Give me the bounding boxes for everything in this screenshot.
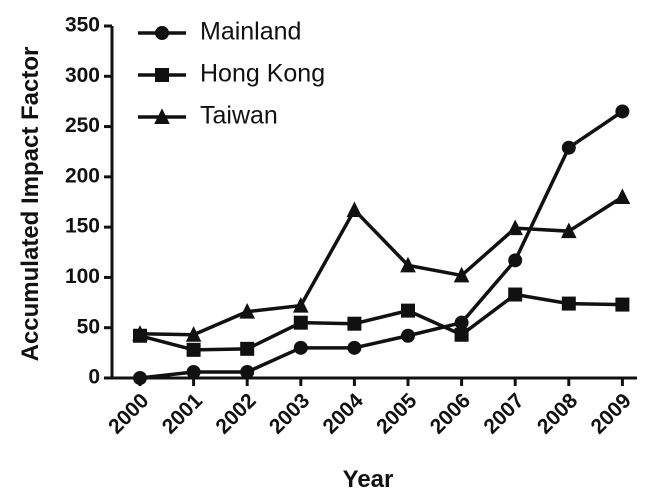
data-point-hong-kong xyxy=(347,316,362,331)
legend-marker-hong-kong xyxy=(155,68,169,82)
series-hong-kong xyxy=(133,287,630,357)
legend-label-mainland: Mainland xyxy=(200,18,301,46)
data-point-mainland xyxy=(347,340,362,355)
data-point-hong-kong xyxy=(186,342,201,357)
x-tick-label: 2009 xyxy=(587,389,636,438)
x-tick-label: 2008 xyxy=(533,389,583,439)
legend: Mainland Hong Kong Taiwan xyxy=(138,18,325,130)
y-tick-label: 100 xyxy=(65,265,100,288)
series-layer xyxy=(132,104,631,385)
x-tick-label: 2006 xyxy=(426,389,475,438)
x-tick-label: 2001 xyxy=(158,389,208,439)
x-tick-label: 2005 xyxy=(372,389,422,439)
y-tick-label: 0 xyxy=(88,366,100,389)
data-point-hong-kong xyxy=(454,327,469,342)
series-line-mainland xyxy=(139,110,624,380)
series-line-taiwan xyxy=(139,195,624,337)
series-mainland xyxy=(133,104,630,385)
data-point-mainland xyxy=(293,340,308,355)
legend-marker-mainland xyxy=(155,26,169,40)
x-tick-label: 2003 xyxy=(265,389,314,438)
y-tick-label: 350 xyxy=(65,14,100,37)
data-point-taiwan xyxy=(614,188,631,204)
y-tick-label: 250 xyxy=(65,114,100,137)
data-point-taiwan xyxy=(453,266,470,283)
legend-item-mainland: Mainland xyxy=(138,18,301,46)
legend-label-hong-kong: Hong Kong xyxy=(200,60,325,88)
data-point-mainland xyxy=(508,253,523,268)
data-point-taiwan xyxy=(185,326,202,342)
x-axis-title: Year xyxy=(343,466,394,493)
x-tick-label: 2007 xyxy=(479,389,528,438)
data-point-mainland xyxy=(133,371,147,385)
data-point-hong-kong xyxy=(615,297,630,312)
data-point-mainland xyxy=(561,140,576,155)
data-point-taiwan xyxy=(400,256,416,273)
data-point-hong-kong xyxy=(508,287,523,302)
x-ticks: 2000 2001 2002 2003 2004 2005 2006 2007 2008 2009 xyxy=(104,378,636,438)
series-taiwan xyxy=(132,188,631,342)
data-point-taiwan xyxy=(239,303,256,319)
data-point-mainland xyxy=(401,328,415,343)
legend-marker-taiwan xyxy=(154,108,170,124)
data-point-taiwan xyxy=(560,222,577,239)
data-point-mainland xyxy=(240,364,255,379)
y-tick-label: 150 xyxy=(65,215,100,238)
data-point-mainland xyxy=(186,364,201,379)
data-point-mainland xyxy=(454,315,469,330)
y-ticks: 0 50 100 150 200 250 300 350 xyxy=(65,14,112,389)
legend-item-taiwan: Taiwan xyxy=(138,102,278,130)
x-tick-label: 2004 xyxy=(319,389,369,439)
data-point-taiwan xyxy=(292,296,309,313)
legend-label-taiwan: Taiwan xyxy=(200,102,278,130)
y-tick-label: 50 xyxy=(77,315,100,338)
legend-item-hong-kong: Hong Kong xyxy=(138,60,325,88)
data-point-taiwan xyxy=(507,219,524,236)
data-point-hong-kong xyxy=(293,315,308,330)
y-tick-label: 300 xyxy=(65,64,100,87)
data-point-taiwan xyxy=(132,325,148,341)
data-point-mainland xyxy=(615,104,630,119)
x-axis: 2000 2001 2002 2003 2004 2005 2006 2007 2008 2009 xyxy=(104,376,637,438)
y-tick-label: 200 xyxy=(65,164,100,187)
series-line-hong-kong xyxy=(139,292,623,352)
x-tick-label: 2000 xyxy=(104,389,153,438)
x-tick-label: 2002 xyxy=(211,389,260,438)
data-point-taiwan xyxy=(346,201,363,218)
data-point-hong-kong xyxy=(240,341,255,356)
y-axis-title: Accumulated Impact Factor xyxy=(17,47,44,362)
data-point-hong-kong xyxy=(561,296,576,311)
data-point-hong-kong xyxy=(401,303,415,318)
y-axis: 0 50 100 150 200 250 300 350 xyxy=(65,14,114,389)
